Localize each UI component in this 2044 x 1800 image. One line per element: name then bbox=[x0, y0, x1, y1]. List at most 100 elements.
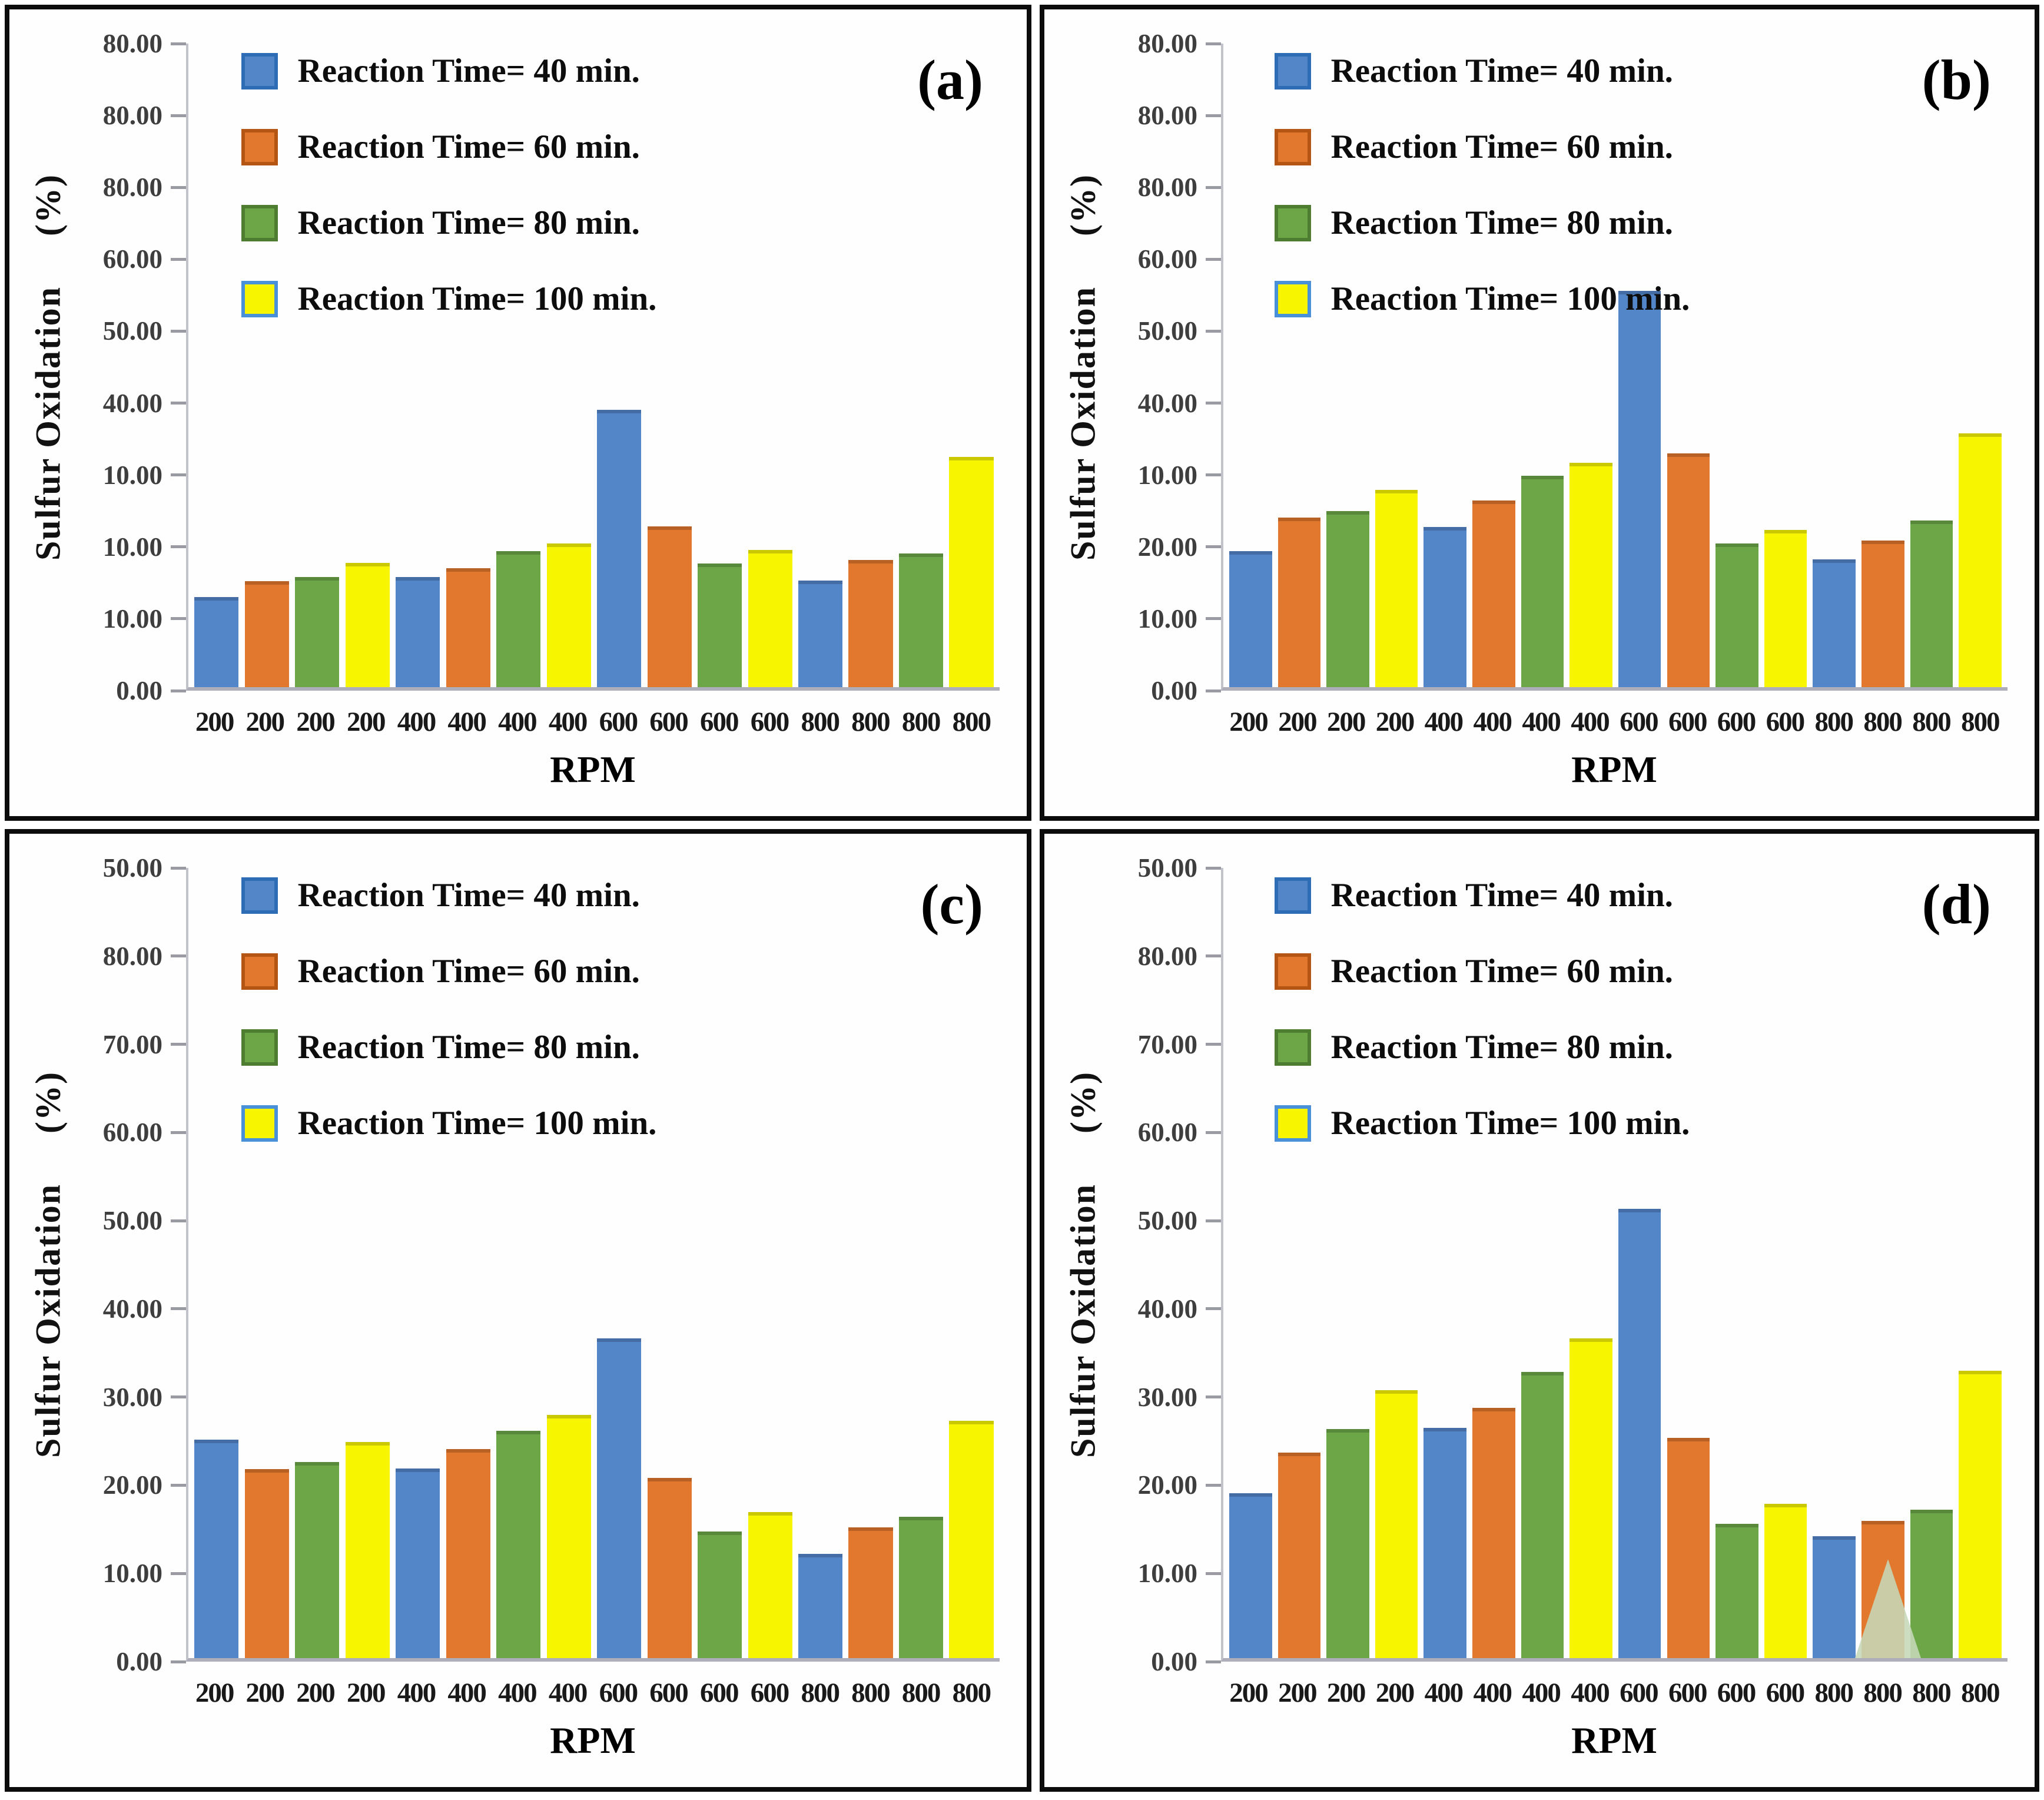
tick-mark-icon bbox=[1206, 866, 1221, 870]
x-tick-label: 800 bbox=[1863, 707, 1902, 737]
y-tick-text: 40.00 bbox=[1137, 388, 1197, 418]
bar-400rpm-series4 bbox=[1570, 462, 1612, 687]
x-tick-label: 800 bbox=[952, 707, 992, 737]
tick-mark-icon bbox=[171, 689, 186, 692]
legend: Reaction Time= 40 min. Reaction Time= 60 … bbox=[241, 52, 657, 318]
y-tick-text: 30.00 bbox=[102, 1382, 162, 1412]
x-tick-label: 800 bbox=[1814, 1678, 1854, 1708]
y-tick-text: 10.00 bbox=[1137, 604, 1197, 634]
x-tick-label: 200 bbox=[1278, 1678, 1317, 1708]
y-tick-text: 20.00 bbox=[1137, 1470, 1197, 1500]
legend-swatch-icon bbox=[1274, 1105, 1311, 1142]
legend-swatch-icon bbox=[241, 204, 278, 241]
bar-800rpm-series1 bbox=[1813, 559, 1856, 687]
y-tick-label: 50.00 bbox=[81, 853, 186, 883]
bar-400rpm-series4 bbox=[546, 1414, 591, 1658]
tick-mark-icon bbox=[1206, 473, 1221, 477]
x-tick-label: 200 bbox=[195, 1678, 235, 1708]
legend-item: Reaction Time= 60 min. bbox=[1274, 952, 1690, 990]
y-tick-text: 50.00 bbox=[102, 316, 162, 346]
bar-800rpm-series4 bbox=[949, 1421, 994, 1658]
x-tick-label: 800 bbox=[1961, 707, 2000, 737]
tick-mark-icon bbox=[1206, 114, 1221, 117]
y-tick-text: 80.00 bbox=[1137, 941, 1197, 971]
bar-400rpm-series3 bbox=[496, 1430, 541, 1658]
bar-200rpm-series1 bbox=[194, 1439, 239, 1658]
x-tick-label: 400 bbox=[1424, 707, 1464, 737]
tick-mark-icon bbox=[171, 1307, 186, 1311]
tick-mark-icon bbox=[171, 185, 186, 189]
y-tick-text: 10.00 bbox=[102, 460, 162, 490]
tick-mark-icon bbox=[1206, 617, 1221, 621]
bar-800rpm-series2 bbox=[848, 1527, 893, 1658]
x-tick-label: 800 bbox=[952, 1678, 992, 1708]
y-tick-text: 50.00 bbox=[102, 1206, 162, 1236]
legend-label: Reaction Time= 60 min. bbox=[1330, 953, 1673, 990]
y-tick-label: 10.00 bbox=[1116, 1558, 1221, 1589]
tick-mark-icon bbox=[171, 114, 186, 117]
x-tick-label: 400 bbox=[498, 707, 537, 737]
x-tick-label: 200 bbox=[1229, 1678, 1268, 1708]
x-tick-label: 200 bbox=[1326, 1678, 1366, 1708]
legend: Reaction Time= 40 min. Reaction Time= 60 … bbox=[241, 876, 657, 1142]
legend-label: Reaction Time= 40 min. bbox=[1330, 877, 1673, 914]
legend-item: Reaction Time= 100 min. bbox=[1274, 1104, 1690, 1142]
x-tick-label: 400 bbox=[1571, 1678, 1610, 1708]
bar-200rpm-series3 bbox=[1326, 511, 1369, 687]
y-tick-label: 40.00 bbox=[1116, 1294, 1221, 1324]
legend-item: Reaction Time= 80 min. bbox=[241, 1028, 657, 1066]
bar-400rpm-series3 bbox=[1521, 475, 1564, 687]
legend-swatch-icon bbox=[1274, 204, 1311, 241]
legend-item: Reaction Time= 100 min. bbox=[241, 280, 656, 318]
legend-item: Reaction Time= 80 min. bbox=[241, 204, 657, 242]
watermark-triangle-icon bbox=[1855, 1559, 1922, 1658]
bar-200rpm-series2 bbox=[244, 1469, 289, 1658]
x-tick-label: 600 bbox=[1717, 1678, 1756, 1708]
y-tick-label: 80.00 bbox=[81, 941, 186, 972]
tick-mark-icon bbox=[1206, 42, 1221, 45]
y-tick-label: 60.00 bbox=[81, 244, 186, 274]
y-tick-text: 40.00 bbox=[102, 1294, 162, 1324]
bar-600rpm-series3 bbox=[1716, 543, 1758, 687]
bar-600rpm-series3 bbox=[698, 1532, 742, 1658]
tick-mark-icon bbox=[171, 402, 186, 405]
bar-800rpm-series1 bbox=[798, 1553, 843, 1658]
y-tick-text: 80.00 bbox=[102, 941, 162, 971]
bar-600rpm-series3 bbox=[698, 563, 742, 687]
x-tick-label: 200 bbox=[245, 1678, 286, 1708]
tick-mark-icon bbox=[1206, 1131, 1221, 1134]
tick-mark-icon bbox=[1206, 1483, 1221, 1487]
x-tick-label: 800 bbox=[851, 707, 891, 737]
x-tick-label: 400 bbox=[1522, 1678, 1561, 1708]
y-tick-text: 50.00 bbox=[1137, 853, 1197, 883]
y-tick-label: 50.00 bbox=[1116, 853, 1221, 883]
y-tick-text: 10.00 bbox=[1137, 460, 1197, 490]
y-tick-label: 50.00 bbox=[81, 316, 186, 346]
legend-swatch-icon bbox=[241, 52, 278, 89]
legend-label: Reaction Time= 40 min. bbox=[297, 52, 640, 89]
panel-b: Sulfur Oxidation (%) 80.00 80.00 80.00 60.0… bbox=[1040, 5, 2039, 821]
legend-label: Reaction Time= 80 min. bbox=[297, 204, 640, 241]
bar-600rpm-series1 bbox=[1618, 291, 1661, 687]
y-tick-label: 70.00 bbox=[1116, 1029, 1221, 1060]
legend-label: Reaction Time= 100 min. bbox=[297, 1105, 657, 1142]
y-tick-label: 10.00 bbox=[1116, 460, 1221, 490]
x-tick-label: 600 bbox=[1668, 1678, 1707, 1708]
y-tick-label: 0.00 bbox=[1116, 675, 1221, 706]
y-tick-label: 0.00 bbox=[81, 1646, 186, 1677]
legend-item: Reaction Time= 100 min. bbox=[241, 1104, 657, 1142]
y-tick-label: 0.00 bbox=[1116, 1646, 1221, 1677]
panel-d: Sulfur Oxidation (%) 50.00 80.00 70.00 60.0… bbox=[1040, 829, 2039, 1792]
panel-letter: (c) bbox=[920, 873, 983, 936]
x-tick-label: 800 bbox=[1912, 1678, 1951, 1708]
y-tick-label: 80.00 bbox=[1116, 100, 1221, 131]
y-tick-text: 60.00 bbox=[1137, 244, 1197, 274]
tick-mark-icon bbox=[171, 1131, 186, 1134]
tick-mark-icon bbox=[1206, 545, 1221, 549]
x-tick-label: 200 bbox=[346, 1678, 386, 1708]
panel-letter: (a) bbox=[917, 48, 983, 111]
bar-200rpm-series1 bbox=[1229, 551, 1272, 687]
bar-800rpm-series1 bbox=[798, 581, 843, 687]
bar-200rpm-series4 bbox=[1375, 1390, 1418, 1658]
